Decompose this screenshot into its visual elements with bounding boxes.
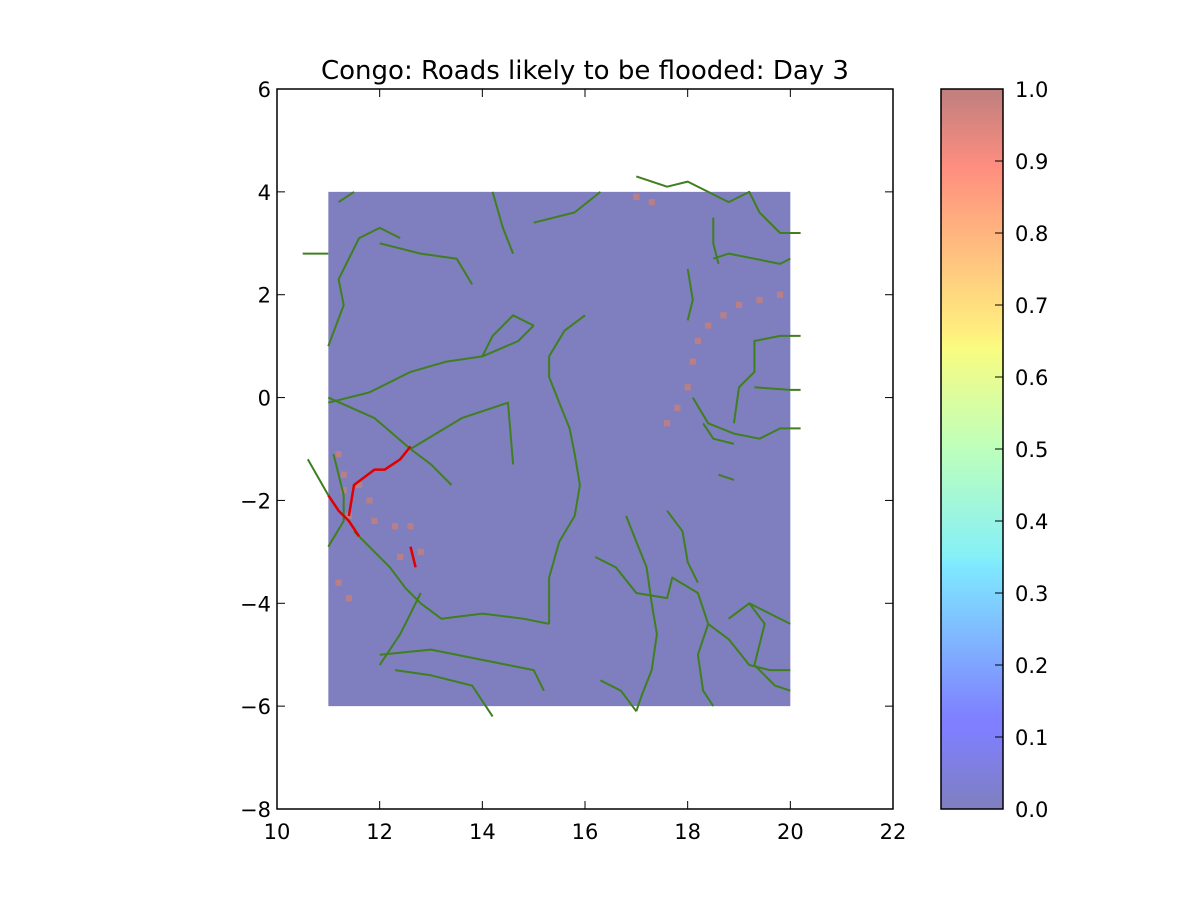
x-tick-label: 10 [264,820,291,844]
road-line [599,679,638,712]
x-tick-label: 16 [572,820,599,844]
colorbar-tick-label: 0.0 [1015,798,1048,822]
road-line [625,515,658,712]
flood-cell [345,595,352,602]
road-line [732,334,801,424]
road-line [696,623,715,707]
flood-probability-cells [335,193,784,602]
road-line [686,268,694,321]
road-network [302,175,801,717]
road-line [635,175,801,234]
y-tick-label: −2 [240,489,271,513]
flood-cell [335,579,342,586]
flood-cell [694,337,702,345]
road-line [666,510,699,584]
road-line [594,556,710,625]
road-line [718,473,735,481]
x-tick-label: 18 [674,820,701,844]
road-line [327,453,345,548]
flood-cell [407,523,414,530]
flooded-roads [327,445,417,568]
flood-cell [371,517,378,525]
colorbar-tick-label: 0.4 [1015,510,1048,534]
flood-cell [391,523,399,530]
road-line [353,530,550,625]
road-line [712,252,791,265]
road-line [491,191,515,254]
flood-cell [684,384,691,391]
road-line [533,191,602,224]
flood-cell [417,548,424,555]
road-line [481,314,535,357]
flood-cell [756,296,763,303]
flood-cell [340,471,347,478]
road-line [707,623,791,672]
road-line [728,602,791,625]
flood-cell [720,312,727,319]
y-tick-label: 2 [258,284,271,308]
x-tick-label: 12 [366,820,393,844]
colorbar-tick-label: 0.2 [1015,654,1048,678]
road-line [691,397,801,440]
flood-cell [776,291,784,298]
colorbar-tick-label: 0.1 [1015,726,1048,750]
y-tick-label: 0 [258,387,271,411]
flood-cell [664,420,671,427]
road-line [378,592,422,666]
plot-area [302,175,801,717]
y-tick-label: −4 [240,592,271,616]
road-line [379,648,545,692]
flood-cell [735,301,743,309]
colorbar-ticks: 0.0 0.1 0.2 0.3 0.4 0.5 0.6 0.7 0.8 0.9 1.0 [995,78,1048,822]
road-line [379,242,473,285]
flood-cell [366,497,373,504]
road-line [338,191,355,203]
road-line [409,401,515,465]
y-tick-label: 6 [258,78,271,102]
y-tick-label: −6 [240,695,271,719]
flood-cell [356,481,363,489]
road-line [394,669,494,717]
colorbar-tick-label: 1.0 [1015,78,1048,102]
colorbar-tick-label: 0.7 [1015,294,1048,318]
road-line [327,226,401,347]
colorbar-tick-label: 0.3 [1015,582,1048,606]
flood-cell [340,487,347,494]
road-line [328,324,535,404]
colorbar-tick-label: 0.6 [1015,366,1048,390]
flooded-road-line [347,445,412,517]
flood-cell [397,553,404,561]
flood-cell [674,404,681,411]
flood-cell [648,199,655,206]
flood-cell [633,193,640,201]
road-line [754,386,801,391]
road-line [748,602,791,692]
colorbar-tick-label: 0.9 [1015,150,1048,174]
flood-cell [689,358,696,365]
y-tick-label: 4 [258,181,271,205]
colorbar-tick-label: 0.8 [1015,222,1048,246]
road-line [306,458,330,496]
flooded-road-line [409,546,417,568]
flood-cell [335,451,342,458]
flood-cell [705,322,712,329]
colorbar: 0.0 0.1 0.2 0.3 0.4 0.5 0.6 0.7 0.8 0.9 1.0 [940,78,1048,822]
road-line [548,314,586,624]
x-tick-label: 14 [469,820,496,844]
x-tick-label: 22 [880,820,907,844]
flooded-road-line [327,494,361,538]
colorbar-tick-label: 0.5 [1015,438,1048,462]
road-line [702,422,735,445]
y-tick-label: −8 [240,798,271,822]
flood-probability-raster [328,191,791,707]
colorbar-gradient [941,89,1003,809]
x-tick-label: 20 [777,820,804,844]
chart-title: Congo: Roads likely to be flooded: Day 3 [321,56,849,86]
